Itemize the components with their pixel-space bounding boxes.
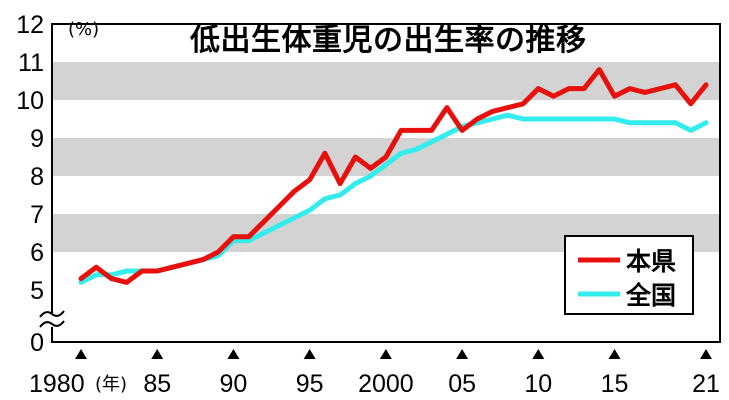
y-unit-label: (%) <box>68 19 99 40</box>
x-tick-label: 85 <box>143 370 171 398</box>
legend-box <box>564 235 694 315</box>
y-tick-label: 11 <box>18 49 44 77</box>
x-tick-label: 05 <box>448 370 476 398</box>
y-tick-label: 12 <box>16 11 44 39</box>
chart-title: 低出生体重児の出生率の推移 <box>189 23 587 58</box>
y-tick-labels: 0 5 6 7 8 9 10 11 12 <box>16 11 44 357</box>
x-tick-triangle <box>227 349 240 359</box>
plot-border <box>51 23 721 343</box>
x-tick-label: 2000 <box>358 370 414 398</box>
x-tick-triangle <box>303 349 316 359</box>
x-tick-triangle <box>608 349 621 359</box>
axis-break-wave-0 <box>39 310 65 318</box>
legend-label-national: 全国 <box>625 281 676 310</box>
x-tick-label: 1980 <box>29 370 85 398</box>
axis-break-gap <box>48 313 56 327</box>
x-tick-triangle <box>379 349 392 359</box>
y-tick-label: 0 <box>30 329 44 357</box>
y-tick-label: 7 <box>30 201 44 229</box>
x-tick-triangle <box>75 349 87 359</box>
x-tick-triangle <box>151 349 164 359</box>
y-tick-label: 9 <box>30 125 44 153</box>
x-tick-label: 21 <box>692 370 720 398</box>
y-tick-label: 5 <box>30 277 44 305</box>
axis-break-mark <box>39 310 65 328</box>
axis-break-wave-1 <box>39 320 65 328</box>
y-tick-label: 6 <box>30 239 44 267</box>
x-tick-triangle <box>700 349 712 359</box>
x-tick-label: 95 <box>296 370 324 398</box>
legend-label-prefecture: 本県 <box>626 247 676 276</box>
x-tick-label: 15 <box>601 370 629 398</box>
x-tick-label: 10 <box>524 370 552 398</box>
legend: 本県 全国 <box>564 235 694 315</box>
x-unit-label: (年) <box>95 374 127 395</box>
x-tick-triangles <box>75 349 712 359</box>
x-tick-triangle <box>456 349 469 359</box>
x-tick-triangle <box>532 349 545 359</box>
y-tick-label: 8 <box>30 163 44 191</box>
series-lines <box>78 67 709 285</box>
y-tick-label: 10 <box>16 87 44 115</box>
series-line-prefecture <box>78 67 709 285</box>
x-tick-label: 90 <box>220 370 248 398</box>
x-tick-labels: 1980 85 90 95 2000 05 10 15 21 <box>29 370 720 398</box>
